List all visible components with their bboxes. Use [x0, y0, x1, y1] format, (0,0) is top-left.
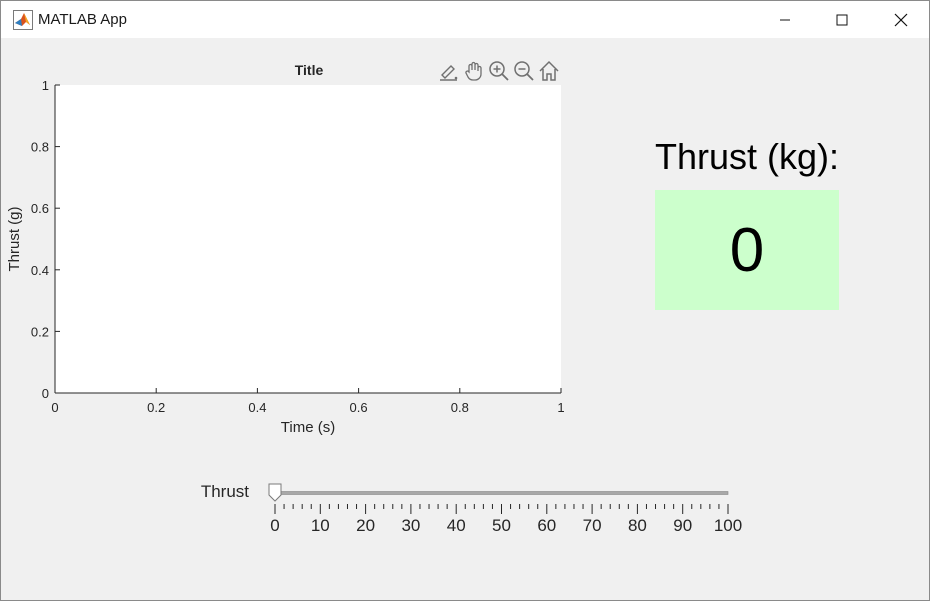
- window-title: MATLAB App: [38, 11, 127, 28]
- y-axis-label: Thrust (g): [6, 206, 23, 271]
- slider-tick-label: 90: [673, 516, 692, 535]
- slider-tick-label: 100: [714, 516, 742, 535]
- thrust-value-text: 0: [729, 215, 765, 285]
- slider-tick-label: 40: [447, 516, 466, 535]
- y-tick-label: 0.4: [31, 263, 49, 278]
- slider-tick-label: 10: [311, 516, 330, 535]
- slider-tick-label: 30: [401, 516, 420, 535]
- zoom-out-icon[interactable]: [512, 59, 536, 83]
- slider-ticks: 0 10 20 30 40 50 60 70 80 90 100: [270, 504, 742, 535]
- thrust-readout-label: Thrust (kg):: [654, 136, 840, 177]
- thrust-chart[interactable]: 0 0.2 0.4 0.6 0.8 1 0 0.2 0.4 0.6 0.8 1 Time (s) T…: [1, 38, 601, 458]
- close-icon: [894, 13, 908, 26]
- minimize-button[interactable]: [762, 1, 808, 38]
- maximize-button[interactable]: [819, 1, 865, 38]
- y-axis-ticks: 0 0.2 0.4 0.6 0.8 1: [31, 78, 60, 401]
- y-tick-label: 0.6: [31, 201, 49, 216]
- slider-thumb[interactable]: [268, 483, 282, 502]
- y-tick-label: 0.8: [31, 140, 49, 155]
- x-tick-label: 0.2: [147, 400, 165, 415]
- axes-lines: [54, 85, 561, 394]
- y-tick-label: 0.2: [31, 324, 49, 339]
- brush-icon[interactable]: [437, 59, 461, 83]
- slider-tick-label: 80: [628, 516, 647, 535]
- slider-tick-label: 60: [537, 516, 556, 535]
- x-axis-label: Time (s): [281, 419, 335, 436]
- slider-tick-label: 50: [492, 516, 511, 535]
- pan-icon[interactable]: [462, 59, 486, 83]
- slider-tick-label: 0: [270, 516, 279, 535]
- close-button[interactable]: [878, 1, 924, 38]
- y-tick-label: 0: [42, 386, 49, 401]
- thrust-readout-value: 0: [655, 190, 839, 310]
- slider-track[interactable]: [274, 491, 729, 495]
- x-axis-ticks: 0 0.2 0.4 0.6 0.8 1: [51, 388, 565, 415]
- matlab-logo-icon: [13, 10, 33, 30]
- x-tick-label: 0.8: [451, 400, 469, 415]
- slider-tick-label: 70: [583, 516, 602, 535]
- zoom-in-icon[interactable]: [487, 59, 511, 83]
- x-tick-label: 0.6: [350, 400, 368, 415]
- x-tick-label: 0: [51, 400, 58, 415]
- minimize-icon: [780, 19, 790, 20]
- chart-title: Title: [294, 62, 324, 78]
- home-icon[interactable]: [537, 59, 561, 83]
- thrust-slider[interactable]: 0 10 20 30 40 50 60 70 80 90 100: [256, 476, 766, 546]
- thrust-slider-label: Thrust: [200, 482, 249, 501]
- slider-tick-label: 20: [356, 516, 375, 535]
- x-tick-label: 1: [557, 400, 564, 415]
- maximize-icon: [836, 14, 848, 25]
- y-tick-label: 1: [42, 78, 49, 93]
- title-bar[interactable]: MATLAB App: [1, 1, 929, 38]
- x-tick-label: 0.4: [248, 400, 266, 415]
- plot-background: [55, 85, 561, 393]
- axes-toolbar: [437, 59, 561, 83]
